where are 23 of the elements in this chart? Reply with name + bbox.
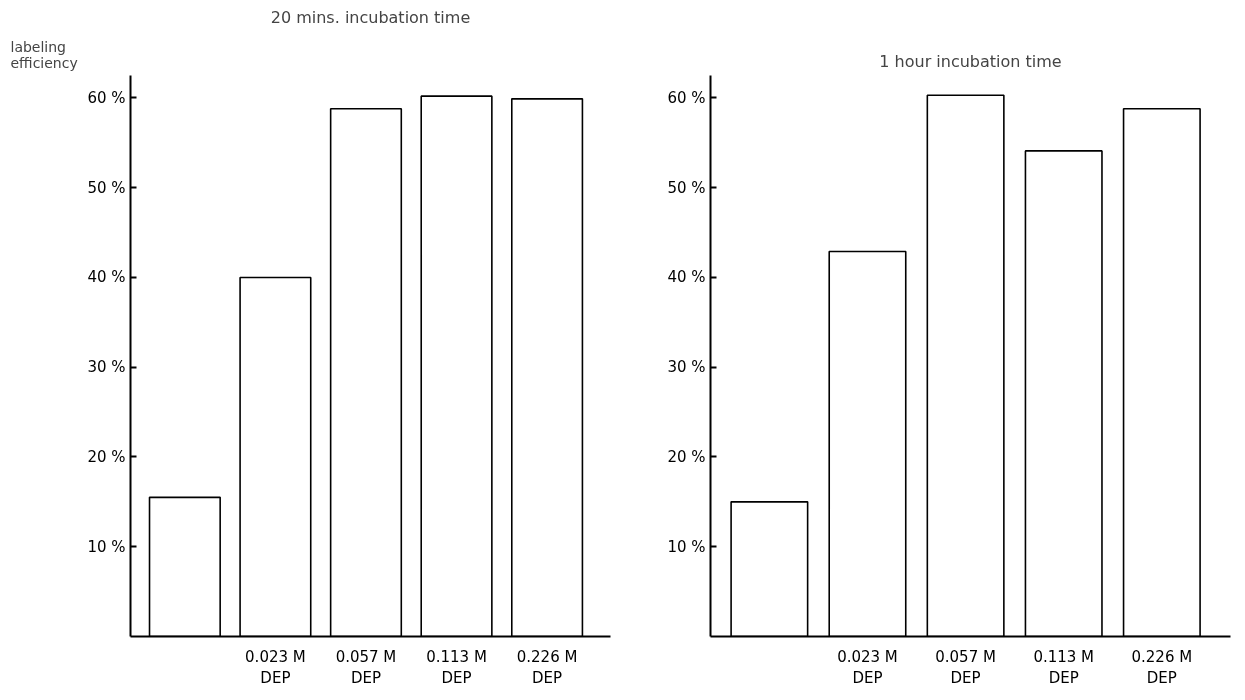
y-tick-label: 30 % [667, 358, 706, 377]
y-tick-label: 20 % [87, 447, 126, 466]
x-tick-label: 0.113 M DEP [1033, 647, 1095, 688]
y-tick-label: 30 % [87, 358, 126, 377]
y-tick-label: 40 % [667, 268, 706, 287]
x-tick-label: 0.023 M DEP [837, 647, 898, 688]
y-tick-label: 60 % [87, 88, 126, 107]
chart-title: 1 hour incubation time [879, 51, 1062, 71]
y-tick-label: 50 % [87, 178, 126, 197]
y-axis-title: labeling efficiency [10, 38, 78, 71]
x-tick-label: 0.023 M DEP [245, 647, 306, 688]
x-tick-label: 0.226 M DEP [516, 647, 578, 688]
x-tick-label: 0.226 M DEP [1131, 647, 1193, 688]
y-tick-label: 10 % [667, 537, 706, 556]
y-tick-label: 10 % [87, 537, 126, 556]
x-tick-label: 0.113 M DEP [426, 647, 487, 688]
y-tick-label: 60 % [667, 88, 706, 107]
x-tick-label: 0.057 M DEP [335, 647, 397, 688]
y-tick-label: 40 % [87, 268, 126, 287]
x-tick-label: 0.057 M DEP [935, 647, 996, 688]
y-tick-label: 50 % [667, 178, 706, 197]
chart-title: 20 mins. incubation time [270, 7, 471, 27]
y-tick-label: 20 % [667, 447, 706, 466]
